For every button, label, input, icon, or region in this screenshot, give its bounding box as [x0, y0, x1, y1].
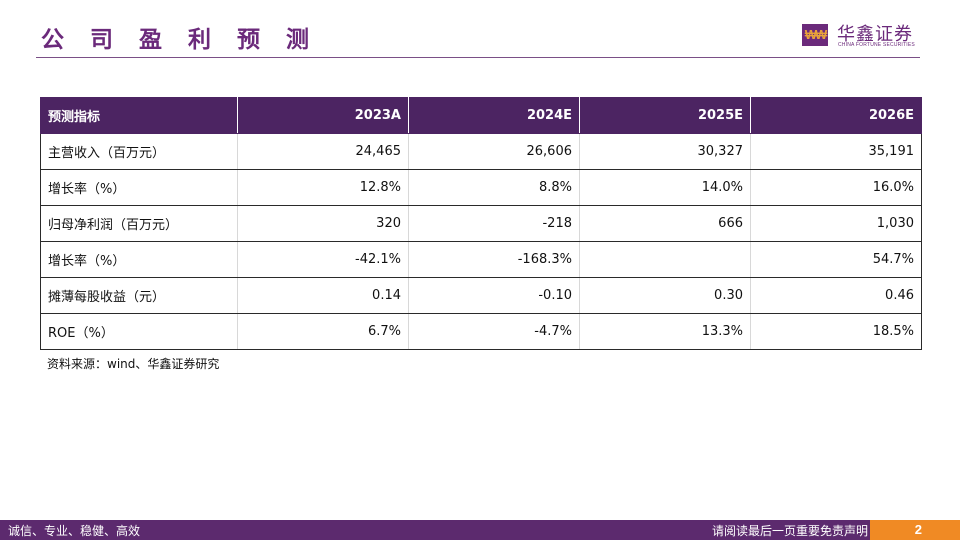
logo-name-en: CHINA FORTUNE SECURITIES: [838, 42, 915, 48]
header-cell: 2026E: [750, 97, 922, 134]
header-cell: 2025E: [579, 97, 751, 134]
company-logo: ₩₩ 华鑫证券 CHINA FORTUNE SECURITIES: [802, 20, 932, 52]
logo-mark-icon: ₩₩: [802, 24, 828, 46]
table-row: ROE（%） 6.7% -4.7% 13.3% 18.5%: [40, 313, 922, 350]
table-cell: 666: [579, 205, 751, 242]
row-label: 增长率（%）: [40, 241, 238, 278]
title-divider: [36, 57, 920, 58]
row-label: 增长率（%）: [40, 169, 238, 206]
table-cell: 0.30: [579, 277, 751, 314]
table-cell: -42.1%: [237, 241, 409, 278]
table-cell: 35,191: [750, 133, 922, 170]
page-number: 2: [870, 520, 960, 540]
source-note: 资料来源：wind、华鑫证券研究: [47, 357, 220, 371]
table-cell: [579, 241, 751, 278]
table-cell: 24,465: [237, 133, 409, 170]
table-cell: 18.5%: [750, 313, 922, 350]
table-cell: 1,030: [750, 205, 922, 242]
table-cell: 8.8%: [408, 169, 580, 206]
earnings-forecast-table: 预测指标 2023A 2024E 2025E 2026E 主营收入（百万元） 2…: [40, 97, 922, 350]
table-cell: 16.0%: [750, 169, 922, 206]
logo-name-cn: 华鑫证券: [837, 24, 913, 45]
table-cell: 6.7%: [237, 313, 409, 350]
table-row: 主营收入（百万元） 24,465 26,606 30,327 35,191: [40, 133, 922, 170]
footer-bar: 诚信、专业、稳健、高效 请阅读最后一页重要免责声明 2: [0, 520, 960, 540]
table-cell: 13.3%: [579, 313, 751, 350]
table-cell: 14.0%: [579, 169, 751, 206]
table-row: 摊薄每股收益（元） 0.14 -0.10 0.30 0.46: [40, 277, 922, 314]
table-row: 归母净利润（百万元） 320 -218 666 1,030: [40, 205, 922, 242]
table-header-row: 预测指标 2023A 2024E 2025E 2026E: [40, 97, 922, 134]
table-row: 增长率（%） -42.1% -168.3% 54.7%: [40, 241, 922, 278]
table-cell: 54.7%: [750, 241, 922, 278]
table-cell: -218: [408, 205, 580, 242]
header-cell: 预测指标: [40, 97, 238, 134]
table-cell: 0.14: [237, 277, 409, 314]
footer-slogan: 诚信、专业、稳健、高效: [8, 524, 141, 538]
table-cell: 26,606: [408, 133, 580, 170]
table-cell: -0.10: [408, 277, 580, 314]
header-cell: 2023A: [237, 97, 409, 134]
table-cell: 0.46: [750, 277, 922, 314]
row-label: 主营收入（百万元）: [40, 133, 238, 170]
table-cell: 30,327: [579, 133, 751, 170]
row-label: ROE（%）: [40, 313, 238, 350]
table-cell: -4.7%: [408, 313, 580, 350]
row-label: 归母净利润（百万元）: [40, 205, 238, 242]
footer-disclaimer: 请阅读最后一页重要免责声明: [711, 524, 868, 538]
table-row: 增长率（%） 12.8% 8.8% 14.0% 16.0%: [40, 169, 922, 206]
table-cell: 320: [237, 205, 409, 242]
page-title: 公 司 盈 利 预 测: [41, 27, 319, 53]
header-cell: 2024E: [408, 97, 580, 134]
table-cell: -168.3%: [408, 241, 580, 278]
table-cell: 12.8%: [237, 169, 409, 206]
row-label: 摊薄每股收益（元）: [40, 277, 238, 314]
